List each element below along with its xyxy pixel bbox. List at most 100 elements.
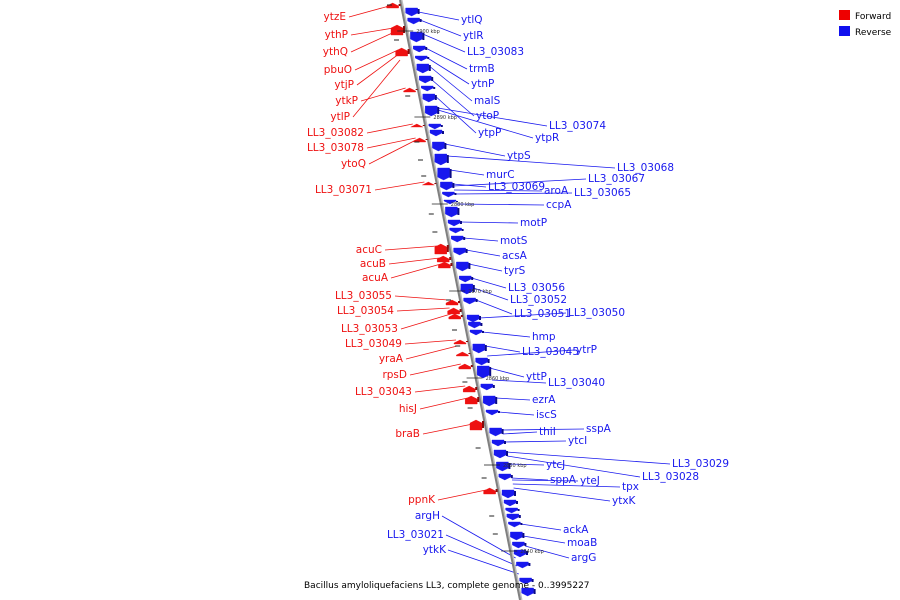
gene-label-forward: ytzE — [324, 11, 346, 23]
leader-line — [511, 477, 549, 481]
gene-label-forward: LL3_03053 — [341, 323, 398, 335]
leader-line — [456, 203, 545, 206]
leader-line — [498, 411, 535, 416]
legend-forward-label: Forward — [855, 12, 891, 22]
leader-line — [437, 107, 548, 127]
gene-block-side — [466, 341, 468, 342]
reverse-gene-block — [521, 587, 534, 597]
tick-label: 2850 kbp — [503, 463, 527, 469]
leader-line — [348, 5, 390, 18]
leader-line — [447, 155, 616, 169]
gene-label-reverse: LL3_03056 — [508, 282, 565, 294]
leader-line — [460, 221, 519, 224]
gene-label-reverse: ytpP — [478, 127, 501, 139]
gene-label-forward: ytkP — [335, 95, 358, 107]
gene-label-reverse: ytlQ — [461, 14, 483, 26]
gene-block-side — [470, 365, 473, 367]
reverse-gene-block — [460, 283, 473, 295]
leader-line — [437, 109, 534, 139]
gene-block-side — [468, 263, 471, 269]
gene-block-side — [531, 579, 534, 582]
gene-label-reverse: LL3_03068 — [617, 162, 674, 174]
gene-block-side — [492, 385, 495, 388]
gene-label-reverse: ytkK — [423, 544, 447, 556]
gene-block-side — [524, 543, 527, 546]
leader-line — [354, 49, 399, 71]
gene-block-side — [506, 451, 508, 456]
leader-line — [520, 523, 562, 531]
gene-block-side — [471, 277, 474, 280]
gene-block-side — [458, 301, 460, 303]
forward-gene-block — [453, 339, 467, 345]
gene-label-reverse: argG — [571, 552, 596, 564]
gene-label-reverse: ytcJ — [546, 459, 565, 471]
leader-line — [449, 169, 485, 176]
gene-block-side — [472, 285, 475, 292]
gene-block-side — [510, 475, 513, 478]
gene-label-reverse: iscS — [536, 409, 557, 421]
leader-line — [350, 31, 395, 53]
gene-label-forward: LL3_03071 — [315, 184, 372, 196]
tick-label: 2840 kbp — [520, 549, 544, 555]
reverse-gene-block — [413, 45, 426, 53]
leader-line — [513, 487, 611, 502]
leader-line — [384, 245, 438, 251]
forward-gene-block — [483, 487, 496, 495]
leader-line — [419, 397, 468, 410]
leader-line — [506, 451, 671, 465]
forward-gene-block — [465, 395, 478, 405]
forward-gene-block — [458, 363, 471, 370]
reverse-gene-block — [485, 409, 499, 416]
forward-gene-block — [386, 2, 399, 9]
reverse-gene-block — [405, 7, 418, 17]
reverse-gene-block — [429, 129, 443, 137]
gene-block-side — [449, 169, 452, 178]
gene-label-forward: ythQ — [323, 46, 348, 58]
legend-reverse-label: Reverse — [855, 28, 892, 38]
leader-line — [447, 549, 519, 575]
gene-block-side — [454, 193, 457, 195]
leader-line — [374, 181, 425, 191]
gene-block-side — [475, 299, 478, 302]
forward-gene-block — [395, 47, 408, 57]
gene-block-side — [456, 201, 458, 202]
gene-label-forward: rpsD — [382, 369, 407, 381]
forward-gene-block — [469, 419, 483, 431]
reverse-gene-block — [422, 93, 435, 103]
leader-line — [366, 137, 416, 149]
forward-gene-block — [447, 307, 460, 315]
reverse-gene-block — [432, 141, 445, 152]
gene-block-side — [398, 4, 401, 6]
gene-label-reverse: LL3_03065 — [574, 187, 631, 199]
gene-label-forward: LL3_03055 — [335, 290, 392, 302]
gene-label-reverse: ytlR — [463, 30, 484, 42]
gene-block-side — [514, 491, 516, 496]
gene-label-forward: LL3_03054 — [337, 305, 394, 317]
gene-block-side — [419, 19, 422, 22]
reverse-gene-block — [501, 489, 515, 499]
leader-line — [471, 277, 507, 289]
reverse-gene-block — [466, 314, 480, 323]
gene-block-side — [434, 95, 437, 100]
leader-line — [485, 345, 521, 353]
forward-gene-block — [422, 181, 435, 186]
leader-line — [352, 59, 401, 118]
gene-block-side — [422, 33, 425, 40]
gene-label-reverse: ytpS — [507, 150, 531, 162]
gene-block-side — [415, 89, 418, 90]
leader-line — [396, 307, 450, 312]
reverse-gene-block — [513, 549, 527, 558]
reverse-gene-block — [456, 261, 469, 272]
gene-label-reverse: ytoP — [476, 110, 499, 122]
legend: Forward Reverse — [839, 10, 892, 38]
leader-line — [428, 65, 473, 102]
gene-label-reverse: trmB — [469, 63, 495, 75]
gene-label-reverse: ytcI — [568, 435, 587, 447]
gene-block-side — [501, 429, 504, 434]
gene-block-side — [517, 509, 520, 511]
reverse-gene-block — [489, 427, 502, 437]
gene-block-side — [518, 515, 521, 518]
reverse-gene-block — [459, 275, 472, 283]
gene-block-side — [487, 359, 490, 363]
